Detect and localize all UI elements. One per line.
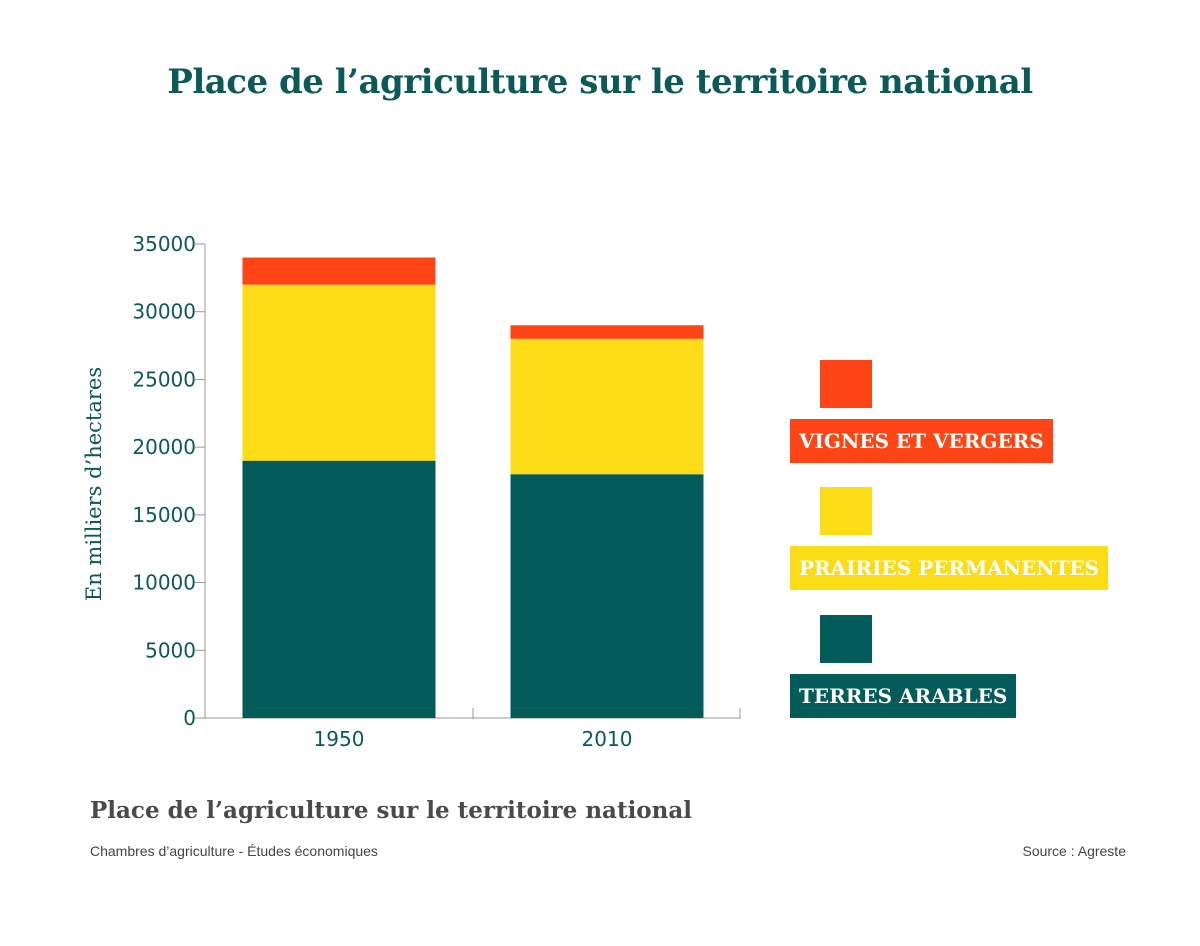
x-tick-label: 2010 bbox=[582, 727, 633, 751]
bar-2010-terres-arables bbox=[510, 474, 704, 718]
bar-1950-terres-arables bbox=[242, 460, 436, 718]
y-tick-label: 0 bbox=[183, 706, 196, 730]
bar-2010-prairies-permanentes bbox=[510, 338, 704, 475]
y-tick-label: 25000 bbox=[132, 367, 196, 391]
y-tick-label: 20000 bbox=[132, 435, 196, 459]
source-text: Source : Agreste bbox=[1022, 843, 1126, 859]
y-tick-label: 15000 bbox=[132, 503, 196, 527]
legend-label: TERRES ARABLES bbox=[790, 674, 1017, 718]
x-tick-label: 1950 bbox=[314, 727, 365, 751]
figure-caption: Place de l’agriculture sur le territoire… bbox=[90, 797, 693, 824]
legend-swatch bbox=[820, 487, 872, 535]
y-tick-label: 5000 bbox=[145, 638, 196, 662]
y-tick-label: 10000 bbox=[132, 571, 196, 595]
bar-2010-vignes-et-vergers bbox=[510, 325, 704, 339]
legend-swatch bbox=[820, 615, 872, 663]
credit-text: Chambres d’agriculture - Études économiq… bbox=[90, 843, 378, 859]
chart-title: Place de l’agriculture sur le territoire… bbox=[167, 62, 1033, 102]
legend-label: PRAIRIES PERMANENTES bbox=[790, 546, 1109, 590]
bar-1950-prairies-permanentes bbox=[242, 284, 436, 461]
y-axis-title: En milliers d’hectares bbox=[82, 367, 106, 601]
y-tick-label: 30000 bbox=[132, 300, 196, 324]
bar-1950-vignes-et-vergers bbox=[242, 257, 436, 285]
legend-label: VIGNES ET VERGERS bbox=[790, 419, 1053, 463]
y-tick-label: 35000 bbox=[132, 232, 196, 256]
legend-swatch bbox=[820, 360, 872, 408]
